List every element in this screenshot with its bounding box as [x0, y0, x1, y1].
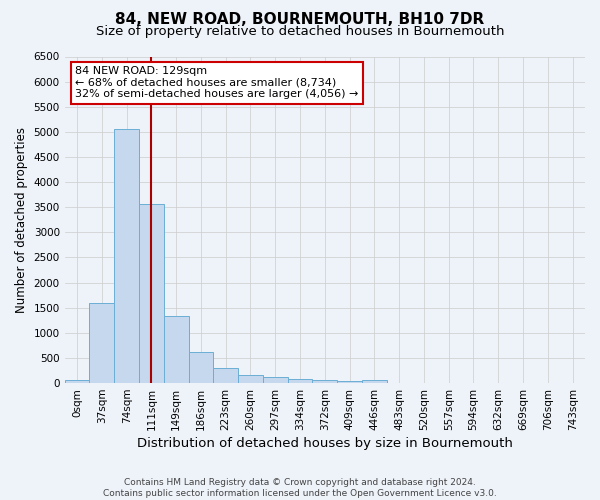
- Bar: [287, 379, 313, 383]
- Text: 84, NEW ROAD, BOURNEMOUTH, BH10 7DR: 84, NEW ROAD, BOURNEMOUTH, BH10 7DR: [115, 12, 485, 28]
- Text: Contains HM Land Registry data © Crown copyright and database right 2024.
Contai: Contains HM Land Registry data © Crown c…: [103, 478, 497, 498]
- Bar: [362, 380, 387, 383]
- Bar: [188, 352, 214, 383]
- Bar: [65, 380, 89, 383]
- Bar: [337, 381, 362, 383]
- Bar: [214, 368, 238, 383]
- Bar: [114, 130, 139, 383]
- Y-axis label: Number of detached properties: Number of detached properties: [15, 127, 28, 313]
- Bar: [313, 380, 337, 383]
- Text: 84 NEW ROAD: 129sqm
← 68% of detached houses are smaller (8,734)
32% of semi-det: 84 NEW ROAD: 129sqm ← 68% of detached ho…: [75, 66, 358, 100]
- Bar: [89, 302, 114, 383]
- Bar: [164, 316, 188, 383]
- Bar: [139, 204, 164, 383]
- X-axis label: Distribution of detached houses by size in Bournemouth: Distribution of detached houses by size …: [137, 437, 513, 450]
- Text: Size of property relative to detached houses in Bournemouth: Size of property relative to detached ho…: [96, 25, 504, 38]
- Bar: [238, 375, 263, 383]
- Bar: [263, 377, 287, 383]
